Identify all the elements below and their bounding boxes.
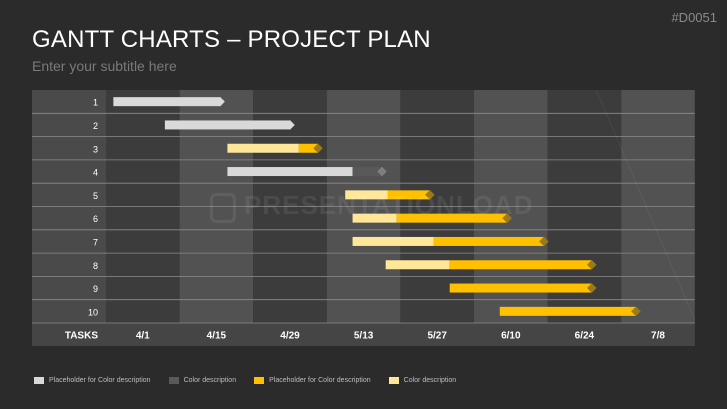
legend-swatch xyxy=(388,376,399,384)
milestone-diamond xyxy=(502,213,512,223)
milestone-diamond xyxy=(313,143,323,154)
legend-label: Placeholder for Color description xyxy=(269,376,371,384)
task-label: 1 xyxy=(93,98,98,108)
legend-label: Color description xyxy=(183,376,237,384)
legend-label: Placeholder for Color description xyxy=(49,376,151,384)
legend: Placeholder for Color description Color d… xyxy=(34,374,474,386)
task-bar-segment xyxy=(396,213,508,223)
legend-swatch xyxy=(254,376,265,384)
date-tick-label: 4/15 xyxy=(207,331,227,342)
legend-label: Color description xyxy=(403,376,457,384)
page-title[interactable]: GANTT CHARTS – PROJECT PLAN xyxy=(32,26,431,53)
slide-id: #D0051 xyxy=(671,10,717,25)
task-bar-segment xyxy=(345,190,388,200)
task-label: 6 xyxy=(93,214,98,224)
task-bar-segment xyxy=(113,97,221,107)
task-bar-segment xyxy=(227,143,299,153)
milestone-diamond xyxy=(285,120,295,130)
task-label: 9 xyxy=(93,284,98,294)
date-tick-label: 4/29 xyxy=(280,331,300,342)
legend-item: Placeholder for Color description xyxy=(254,376,371,384)
task-label: 4 xyxy=(93,168,98,178)
date-tick-label: 4/1 xyxy=(136,331,150,342)
task-label: 8 xyxy=(93,261,98,271)
page-subtitle[interactable]: Enter your subtitle here xyxy=(32,58,177,74)
task-label: 7 xyxy=(93,237,98,247)
task-label: 2 xyxy=(93,121,98,131)
gantt-chart: 1 2 3 4 5 6 7 8 9 10 TASKS 4/1 4/15 4/29 5/13 5/27 6/10 6… xyxy=(32,90,695,346)
legend-swatch xyxy=(34,376,44,384)
milestone-diamond xyxy=(425,190,435,200)
date-tick-label: 5/13 xyxy=(354,331,374,342)
legend-swatch xyxy=(168,376,179,384)
task-bar-segment xyxy=(385,260,450,270)
date-tick-label: 7/8 xyxy=(651,331,665,342)
task-bar-segment xyxy=(164,120,290,130)
task-bar-segment xyxy=(298,143,318,153)
milestone-diamond xyxy=(539,236,549,247)
footer-bg xyxy=(32,323,695,346)
milestone-diamond xyxy=(631,306,641,317)
date-tick-label: 6/24 xyxy=(575,331,595,342)
task-bar-segment xyxy=(352,213,397,223)
task-label: 3 xyxy=(93,144,98,154)
tasks-header: TASKS xyxy=(65,331,98,342)
date-tick-label: 5/27 xyxy=(427,331,447,342)
milestone-diamond xyxy=(215,96,225,107)
task-bar-segment xyxy=(352,236,434,246)
watermark-text: PRESENTATIONLOAD xyxy=(244,190,534,220)
task-bar-segment xyxy=(352,167,382,177)
watermark-logo-icon xyxy=(210,193,236,223)
task-bar-segment xyxy=(433,236,544,246)
task-bar-segment xyxy=(449,260,592,270)
task-bar-segment xyxy=(499,306,636,316)
date-tick-label: 6/10 xyxy=(501,331,521,342)
watermark: PRESENTATIONLOAD xyxy=(244,190,533,221)
task-bar-segment xyxy=(387,190,430,200)
milestone-diamond xyxy=(586,259,597,270)
legend-item: Color description xyxy=(388,376,457,384)
task-label: 10 xyxy=(88,307,98,317)
legend-item: Placeholder for Color description xyxy=(34,376,151,384)
task-bar-segment xyxy=(449,283,592,293)
decor-line xyxy=(595,90,695,322)
task-bar-segment xyxy=(227,167,353,177)
legend-item: Color description xyxy=(168,376,237,384)
milestone-diamond xyxy=(586,283,597,293)
task-label: 5 xyxy=(93,191,98,201)
